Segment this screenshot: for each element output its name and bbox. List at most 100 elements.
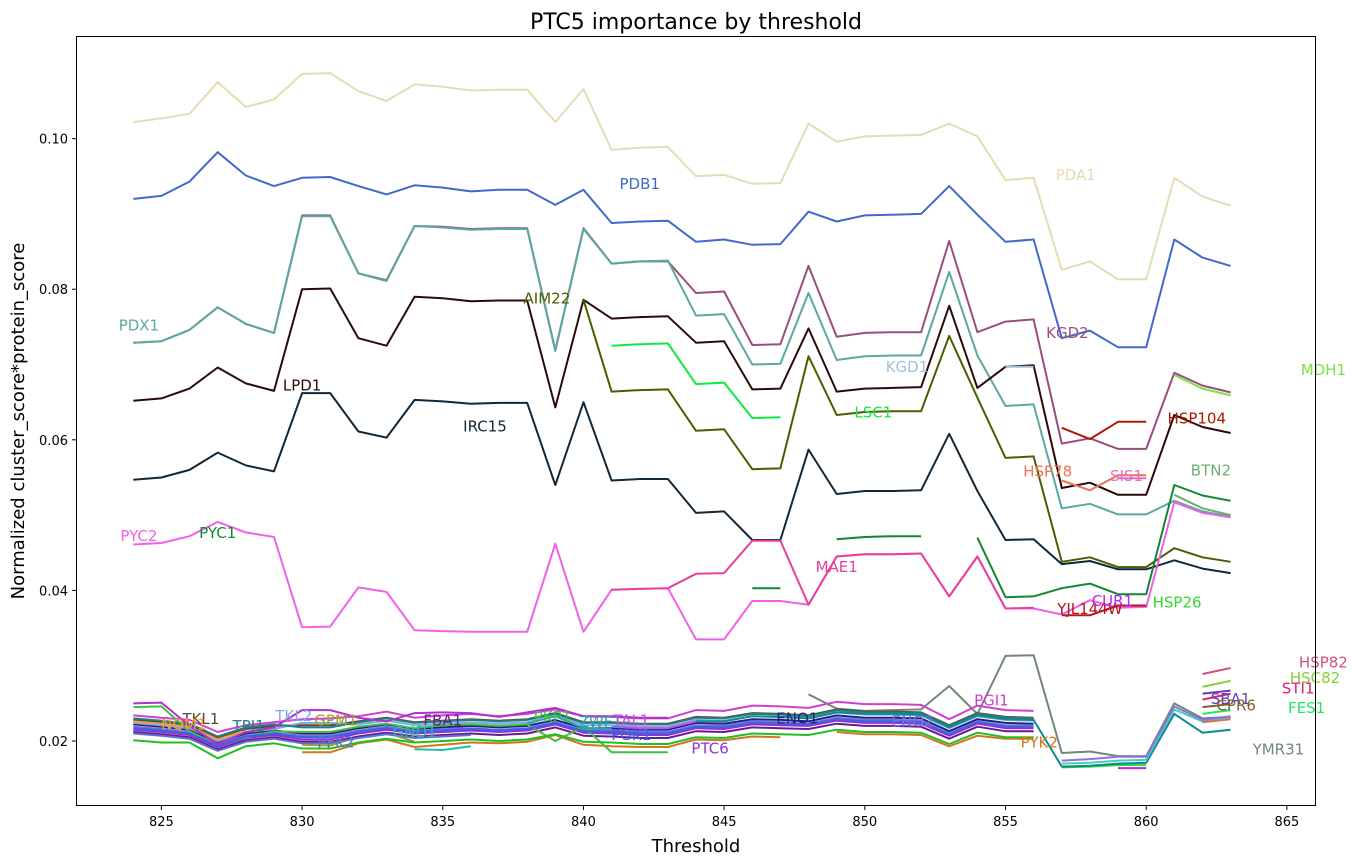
series-line-ptc6 bbox=[133, 719, 1034, 748]
series-line-yjl144w bbox=[1061, 604, 1147, 617]
series-label-gpm1: GPM1 bbox=[314, 712, 357, 730]
series-label-tkl1: TKL1 bbox=[181, 710, 219, 728]
series-label-pdx1: PDX1 bbox=[119, 316, 159, 334]
series-label-hsp26: HSP26 bbox=[1153, 594, 1202, 612]
series-line-sti1 bbox=[1202, 692, 1231, 701]
series-line-hsp104 bbox=[1061, 420, 1147, 441]
series-label-pgi1: PGI1 bbox=[974, 691, 1009, 709]
series-label-pyk2: PYK2 bbox=[1021, 734, 1058, 752]
series-line-fes1 bbox=[1202, 709, 1231, 715]
series-label-aim22: AIM22 bbox=[524, 289, 571, 307]
series-line-pyc1-segment-1 bbox=[836, 535, 922, 541]
series-line-tpi1 bbox=[133, 709, 1034, 738]
series-label-cpr6: CPR6 bbox=[1216, 697, 1256, 715]
series-line-lpd1 bbox=[133, 287, 1231, 496]
series-labels: PDA1 PDB1 KGD2 PDX1 MDH1 LPD1 AIM22 LSC1 KGD1 HSP… bbox=[119, 166, 1348, 758]
series-line-pda1 bbox=[133, 72, 1231, 281]
x-tick-label: 855 bbox=[993, 815, 1018, 830]
x-tick-label: 845 bbox=[712, 815, 737, 830]
series-label-lpd1: LPD1 bbox=[283, 377, 322, 395]
series-label-fba1: FBA1 bbox=[423, 712, 462, 730]
series-line-unlabeled-49 bbox=[1202, 718, 1231, 724]
chart-title: PTC5 importance by threshold bbox=[530, 10, 862, 35]
series-label-lsc1: LSC1 bbox=[854, 404, 892, 422]
series-line-pyk2-segment-1 bbox=[836, 731, 1034, 748]
series-label-pdb1: PDB1 bbox=[619, 175, 659, 193]
x-tick-label: 830 bbox=[290, 815, 315, 830]
series-label-tpi1: TPI1 bbox=[232, 717, 265, 735]
series-line-pdx1 bbox=[133, 215, 1231, 518]
series-line-gnd1 bbox=[414, 745, 472, 751]
series-label-yjl144w: YJL144W bbox=[1056, 600, 1123, 618]
series-label-eno1: ENO1 bbox=[776, 709, 818, 727]
series-label-pfk2: PFK2 bbox=[317, 734, 354, 752]
x-tick-label: 865 bbox=[1274, 815, 1299, 830]
series-line-btn2 bbox=[1173, 493, 1231, 517]
series-label-sti1: STI1 bbox=[1282, 679, 1315, 697]
axes-frame bbox=[76, 36, 1316, 806]
y-tick-label: 0.04 bbox=[39, 584, 68, 599]
series-line-unlabeled-46 bbox=[696, 711, 1231, 768]
y-tick-label: 0.08 bbox=[39, 283, 68, 298]
series-line-unlabeled-48 bbox=[1061, 705, 1231, 762]
series-line-pdb1 bbox=[133, 151, 1231, 349]
y-tick-label: 0.10 bbox=[39, 133, 68, 148]
x-axis-label: Threshold bbox=[651, 836, 741, 857]
series-line-cpr6 bbox=[1202, 703, 1231, 709]
x-tick-label: 860 bbox=[1134, 815, 1159, 830]
series-label-hsp82: HSP82 bbox=[1299, 654, 1348, 672]
series-label-pyc2: PYC2 bbox=[120, 527, 157, 545]
series-line-hsp78 bbox=[1061, 474, 1147, 492]
series-label-hsp104: HSP104 bbox=[1168, 410, 1226, 428]
series-label-kgd2: KGD2 bbox=[1046, 324, 1089, 342]
series-label-hsp78: HSP78 bbox=[1023, 462, 1072, 480]
series-line-irc15 bbox=[133, 392, 1231, 575]
series-label-pgk1: PGK1 bbox=[611, 726, 651, 744]
plot-area bbox=[133, 72, 1231, 770]
series-line-unlabeled-44 bbox=[133, 728, 1034, 760]
series-line-pyc1-segment-2 bbox=[976, 484, 1231, 599]
x-tick-label: 850 bbox=[852, 815, 877, 830]
series-line-lsc1 bbox=[611, 342, 781, 419]
series-label-sba1: SBA1 bbox=[1211, 690, 1251, 708]
series-label-mae1: MAE1 bbox=[816, 558, 858, 576]
series-label-btn2: BTN2 bbox=[1191, 462, 1231, 480]
series-label-mdh1: MDH1 bbox=[1301, 361, 1346, 379]
x-tick-label: 835 bbox=[430, 815, 455, 830]
series-label-pyc1: PYC1 bbox=[199, 524, 236, 542]
series-line-mae1 bbox=[611, 539, 1034, 610]
series-line-unlabeled-45 bbox=[133, 701, 668, 745]
series-label-eno2: ENO2 bbox=[892, 712, 934, 730]
series-line-hsp82 bbox=[1202, 667, 1231, 675]
series-label-fes1: FES1 bbox=[1288, 699, 1325, 717]
series-line-aim22 bbox=[582, 299, 1231, 569]
y-tick-label: 0.02 bbox=[39, 735, 68, 750]
series-line-mdh1 bbox=[1173, 374, 1231, 397]
series-label-ymr31: YMR31 bbox=[1252, 740, 1305, 758]
series-label-tal1: TAL1 bbox=[612, 712, 649, 730]
series-line-pfk2 bbox=[133, 732, 471, 752]
series-line-pyc2 bbox=[133, 501, 1231, 641]
series-label-gnd1: GND1 bbox=[393, 723, 437, 741]
series-label-zwf1: ZWF1 bbox=[579, 713, 622, 731]
series-line-pgk1 bbox=[133, 718, 1034, 747]
series-label-sis1: SIS1 bbox=[1110, 467, 1143, 485]
series-line-sba1 bbox=[1202, 689, 1231, 695]
series-label-kgd1: KGD1 bbox=[886, 358, 929, 376]
series-label-pkp1: PKP1 bbox=[534, 708, 571, 726]
series-line-hsc82 bbox=[1202, 679, 1231, 688]
y-axis-ticks: 0.02 0.04 0.06 0.08 0.10 bbox=[39, 133, 77, 750]
x-axis-ticks: 825 830 835 840 845 850 855 860 865 bbox=[149, 805, 1299, 830]
x-tick-label: 840 bbox=[571, 815, 596, 830]
series-label-pda1: PDA1 bbox=[1056, 166, 1096, 184]
series-label-cur1: CUR1 bbox=[1092, 592, 1133, 610]
series-line-zwf1 bbox=[526, 715, 612, 730]
series-label-irc15: IRC15 bbox=[463, 417, 507, 435]
series-label-ptc6: PTC6 bbox=[691, 740, 728, 758]
series-label-tkl2: TKL2 bbox=[274, 707, 312, 725]
series-label-nqm1: NQM1 bbox=[161, 715, 207, 733]
series-line-fba1 bbox=[133, 722, 1034, 751]
y-axis-label: Normalized cluster_score*protein_score bbox=[8, 243, 29, 600]
x-tick-label: 825 bbox=[149, 815, 174, 830]
